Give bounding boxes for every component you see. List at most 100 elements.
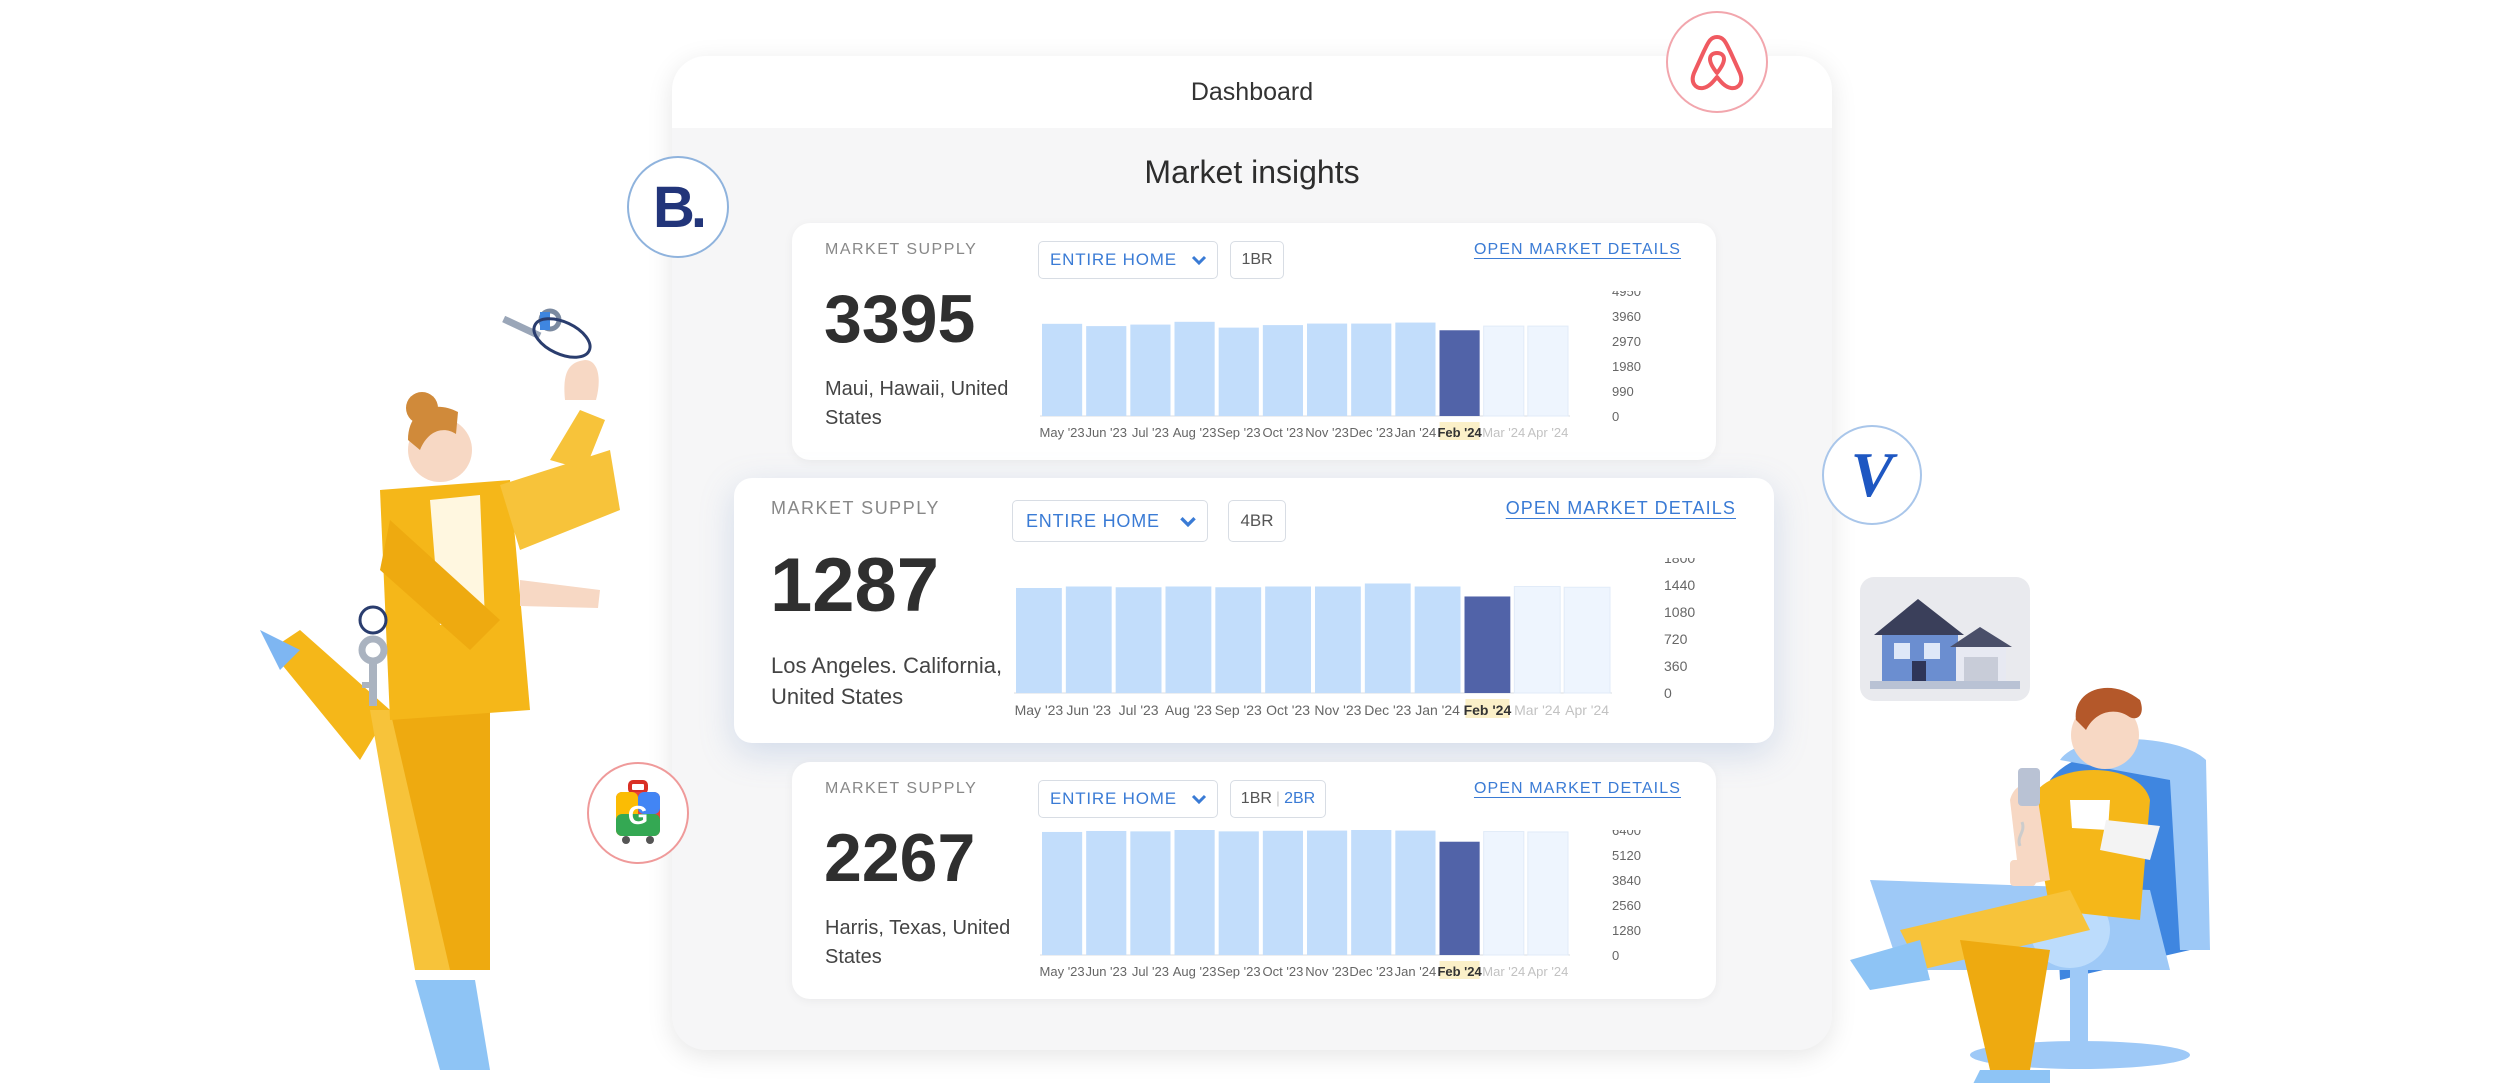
dashboard-title: Dashboard (1190, 77, 1314, 106)
key-icon (358, 605, 388, 706)
x-tick-label: Dec '23 (1349, 425, 1393, 440)
x-tick-label: Jun '23 (1085, 425, 1127, 440)
chart-bar-10 (1483, 831, 1525, 956)
chart-bar-1 (1065, 586, 1112, 693)
y-tick-label: 1800 (1664, 558, 1695, 566)
x-tick-label: Jun '23 (1066, 702, 1111, 718)
google-travel-logo: G (587, 762, 689, 864)
market-supply-value: 3395 (824, 281, 976, 357)
chart-bar-5 (1262, 830, 1303, 955)
bedroom-filter[interactable]: 4BR (1228, 500, 1286, 542)
location-text: Harris, Texas, United States (825, 917, 1011, 968)
property-type-dropdown[interactable]: ENTIRE HOME (1038, 241, 1218, 279)
open-market-details-link[interactable]: OPEN MARKET DETAILS (1473, 780, 1681, 797)
x-tick-label: Nov '23 (1314, 702, 1361, 718)
bedroom-option: 4BR (1240, 511, 1274, 530)
booking-logo-icon: B. (653, 174, 707, 240)
market-supply-value: 2267 (824, 820, 976, 896)
y-tick-label: 2560 (1612, 898, 1641, 913)
x-tick-label: Mar '24 (1482, 425, 1525, 440)
chart-bar-8 (1395, 322, 1436, 416)
chart-bar-4 (1218, 327, 1259, 416)
dropdown-label: ENTIRE HOME (1050, 250, 1177, 269)
chart-bar-10 (1513, 586, 1561, 694)
property-type-dropdown[interactable]: ENTIRE HOME (1038, 780, 1218, 818)
x-tick-label: Dec '23 (1349, 964, 1393, 979)
market-supply-value: 1287 (770, 543, 940, 628)
chart-bar-5 (1265, 586, 1311, 693)
chevron-down-icon (1180, 516, 1196, 527)
market-supply-chart: May '23 Jun '23 Jul '23 Aug '23 Sep '23 Oct '… (1040, 830, 1641, 979)
house-bubble (1860, 577, 2030, 701)
x-tick-label: Feb '24 (1464, 702, 1512, 718)
bedroom-filter[interactable]: 1BR | 2BR (1230, 780, 1326, 818)
x-tick-label: Oct '23 (1266, 702, 1310, 718)
y-tick-label: 1080 (1664, 604, 1695, 620)
market-card-maui: MARKET SUPPLY 3395 Maui, Hawaii, United … (792, 223, 1716, 460)
y-tick-label: 720 (1664, 631, 1688, 647)
bedroom-option-selected[interactable]: 2BR (1284, 790, 1316, 807)
chart-bar-3 (1174, 830, 1215, 955)
bedroom-option[interactable]: 1BR (1240, 790, 1272, 807)
y-tick-label: 2970 (1612, 334, 1641, 349)
dashboard-header: Dashboard (672, 56, 1832, 128)
chart-bar-7 (1351, 830, 1392, 955)
chevron-down-icon (1191, 255, 1207, 265)
chart-bar-1 (1086, 326, 1127, 416)
chart-bar-0 (1042, 831, 1083, 955)
dropdown-label: ENTIRE HOME (1026, 510, 1160, 531)
x-tick-label: Jan '24 (1415, 702, 1460, 718)
x-tick-label: Jan '24 (1395, 425, 1437, 440)
x-tick-label: Nov '23 (1305, 425, 1349, 440)
y-tick-label: 3960 (1612, 309, 1641, 324)
chart-bar-7 (1351, 323, 1392, 416)
x-tick-label: May '23 (1040, 425, 1085, 440)
chart-bar-2 (1130, 831, 1171, 955)
airbnb-logo (1666, 11, 1768, 113)
x-tick-label: Aug '23 (1173, 964, 1217, 979)
location-text: Maui, Hawaii, United States (825, 378, 1009, 429)
x-tick-label: Jul '23 (1132, 964, 1169, 979)
x-tick-label: Jul '23 (1119, 702, 1159, 718)
x-tick-label: Aug '23 (1165, 702, 1212, 718)
open-market-details-link[interactable]: OPEN MARKET DETAILS (1473, 241, 1681, 258)
y-tick-label: 1280 (1612, 923, 1641, 938)
chart-bar-6 (1307, 830, 1348, 955)
x-tick-label: Apr '24 (1528, 425, 1569, 440)
chart-bar-11 (1527, 325, 1569, 417)
y-tick-label: 3840 (1612, 873, 1641, 888)
y-tick-label: 990 (1612, 384, 1634, 399)
booking-logo: B. (627, 156, 729, 258)
x-tick-label: Dec '23 (1364, 702, 1411, 718)
x-tick-label: Apr '24 (1565, 702, 1609, 718)
x-tick-label: Feb '24 (1437, 425, 1482, 440)
x-tick-label: May '23 (1015, 702, 1064, 718)
chart-bar-4 (1215, 587, 1262, 693)
x-tick-label: Apr '24 (1528, 964, 1569, 979)
x-tick-label: Jun '23 (1085, 964, 1127, 979)
chart-bar-2 (1115, 587, 1162, 693)
bedroom-option: 1BR (1241, 251, 1273, 268)
chart-bar-11 (1563, 586, 1611, 694)
property-type-dropdown[interactable]: ENTIRE HOME (1012, 500, 1208, 542)
chart-bar-4 (1218, 831, 1259, 955)
x-tick-label: Jul '23 (1132, 425, 1169, 440)
x-tick-label: Mar '24 (1514, 702, 1560, 718)
chart-bar-0 (1042, 323, 1083, 416)
x-tick-label: Oct '23 (1263, 425, 1304, 440)
open-market-details-link[interactable]: OPEN MARKET DETAILS (1505, 498, 1736, 518)
dropdown-label: ENTIRE HOME (1050, 789, 1177, 808)
x-tick-label: Feb '24 (1437, 964, 1482, 979)
chart-bar-3 (1165, 586, 1212, 693)
market-card-los-angeles: MARKET SUPPLY 1287 Los Angeles. Californ… (734, 478, 1774, 743)
card-label: MARKET SUPPLY (825, 780, 978, 797)
y-tick-label: 1980 (1612, 359, 1641, 374)
y-tick-label: 0 (1664, 685, 1672, 701)
x-tick-label: Jan '24 (1395, 964, 1437, 979)
bedroom-filter[interactable]: 1BR (1230, 241, 1284, 279)
chart-bar-6 (1315, 586, 1361, 693)
chart-bar-11 (1527, 831, 1569, 956)
y-tick-label: 0 (1612, 948, 1619, 963)
x-tick-label: Sep '23 (1217, 425, 1261, 440)
man-in-armchair-illustration (1850, 687, 2210, 1083)
